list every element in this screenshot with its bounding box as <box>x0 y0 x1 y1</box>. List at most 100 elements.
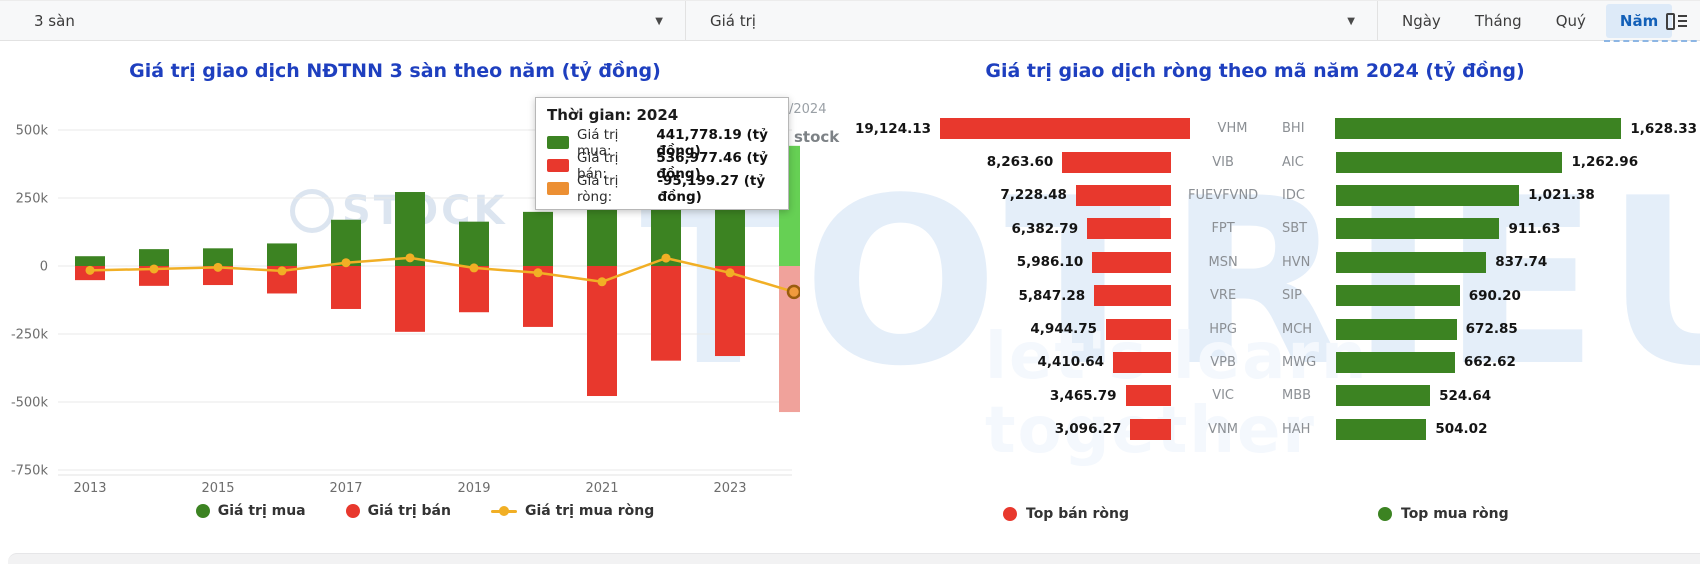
metric-select-value: Giá trị <box>710 12 756 30</box>
net-point-2019[interactable] <box>469 263 479 273</box>
period-button-day[interactable]: Ngày <box>1388 4 1455 38</box>
x-axis-tick-2017: 2017 <box>329 481 362 496</box>
sell-row-HPG[interactable]: 4,944.75 HPG <box>855 312 1275 345</box>
bar-buy-2013[interactable] <box>75 256 105 266</box>
sell-legend: Top bán ròng <box>1003 506 1129 522</box>
bar-sell-2015[interactable] <box>203 266 233 286</box>
sell-value: 19,124.13 <box>855 120 932 137</box>
buy-legend-dot <box>1378 507 1392 521</box>
y-axis-tick: -250k <box>11 328 49 343</box>
buy-bar-HAH[interactable] <box>1336 418 1427 440</box>
sell-bar-VHM[interactable] <box>940 118 1190 140</box>
buy-row-MWG[interactable]: MWG 662.62 <box>1282 346 1697 379</box>
globe-icon <box>290 189 334 233</box>
buy-bar-HVN[interactable] <box>1336 251 1487 273</box>
legend-label: Giá trị mua <box>217 503 306 519</box>
pane-glyph <box>1666 12 1675 30</box>
sell-row-VNM[interactable]: 3,096.27 VNM <box>855 413 1275 446</box>
net-point-2016[interactable] <box>277 266 287 276</box>
bar-buy-2016[interactable] <box>267 243 297 266</box>
sell-bar-VIB[interactable] <box>1062 151 1172 173</box>
buy-bar-AIC[interactable] <box>1336 151 1563 173</box>
bar-buy-2019[interactable] <box>459 221 489 266</box>
tooltip-swatch-icon <box>547 159 569 172</box>
net-point-2014[interactable] <box>149 264 159 274</box>
buy-row-SBT[interactable]: SBT 911.63 <box>1282 212 1697 245</box>
net-point-2024[interactable] <box>786 284 802 300</box>
legend-label: Giá trị bán <box>367 503 451 519</box>
net-point-2021[interactable] <box>597 277 607 287</box>
sell-value: 8,263.60 <box>986 154 1054 171</box>
buy-row-MCH[interactable]: MCH 672.85 <box>1282 312 1697 345</box>
buy-bar-MBB[interactable] <box>1336 385 1431 407</box>
bar-sell-2023[interactable] <box>715 266 745 357</box>
buy-bar-BHI[interactable] <box>1334 118 1622 140</box>
sell-bar-MSN[interactable] <box>1092 251 1172 273</box>
ticker-label: VRE <box>1210 288 1237 304</box>
sell-row-VIB[interactable]: 8,263.60 VIB <box>855 145 1275 178</box>
period-button-quarter[interactable]: Quý <box>1542 4 1600 38</box>
buy-bar-MCH[interactable] <box>1336 318 1457 340</box>
buy-row-HAH[interactable]: HAH 504.02 <box>1282 413 1697 446</box>
net-point-2022[interactable] <box>661 253 671 263</box>
buy-row-MBB[interactable]: MBB 524.64 <box>1282 379 1697 412</box>
bar-buy-2014[interactable] <box>139 249 169 266</box>
sell-bar-VIC[interactable] <box>1125 385 1172 407</box>
buy-row-IDC[interactable]: IDC 1,021.38 <box>1282 179 1697 212</box>
sell-bar-VNM[interactable] <box>1130 418 1172 440</box>
net-point-2023[interactable] <box>725 268 735 278</box>
bar-sell-2019[interactable] <box>459 266 489 313</box>
bottom-panel-edge[interactable] <box>8 553 1700 564</box>
bar-sell-2017[interactable] <box>331 266 361 309</box>
tooltip-value: 441,778.19 (tỷ đồng) <box>656 126 768 159</box>
sell-value: 5,986.10 <box>1016 254 1084 271</box>
buy-bar-MWG[interactable] <box>1336 351 1455 373</box>
sell-bar-VPB[interactable] <box>1113 351 1172 373</box>
legend-item[interactable]: Giá trị bán <box>345 503 451 519</box>
sell-value: 3,096.27 <box>1054 421 1122 438</box>
ticker-label: VPB <box>1210 354 1236 370</box>
sell-row-MSN[interactable]: 5,986.10 MSN <box>855 246 1275 279</box>
buy-row-SIP[interactable]: SIP 690.20 <box>1282 279 1697 312</box>
buy-row-HVN[interactable]: HVN 837.74 <box>1282 246 1697 279</box>
bar-buy-2015[interactable] <box>203 248 233 266</box>
layout-list-icon[interactable] <box>1666 11 1692 31</box>
buy-bar-SBT[interactable] <box>1336 218 1500 240</box>
net-point-2015[interactable] <box>213 262 223 272</box>
bar-sell-2021[interactable] <box>587 266 617 397</box>
period-button-year[interactable]: Năm <box>1603 4 1700 42</box>
legend-item[interactable]: Giá trị mua <box>195 503 306 519</box>
right-chart-title: Giá trị giao dịch ròng theo mã năm 2024 … <box>985 60 1525 82</box>
net-point-2017[interactable] <box>341 258 351 268</box>
bar-sell-2022[interactable] <box>651 266 681 361</box>
bar-sell-2018[interactable] <box>395 266 425 332</box>
sell-row-VIC[interactable]: 3,465.79 VIC <box>855 379 1275 412</box>
sell-row-FPT[interactable]: 6,382.79 FPT <box>855 212 1275 245</box>
metric-select[interactable]: Giá trị ▼ <box>686 1 1378 41</box>
buy-legend: Top mua ròng <box>1378 506 1509 522</box>
buy-row-AIC[interactable]: AIC 1,262.96 <box>1282 145 1697 178</box>
sell-row-VHM[interactable]: 19,124.13 VHM <box>855 112 1275 145</box>
period-button-month[interactable]: Tháng <box>1461 4 1536 38</box>
buy-bar-IDC[interactable] <box>1336 184 1520 206</box>
buy-row-BHI[interactable]: BHI 1,628.33 <box>1282 112 1697 145</box>
bar-buy-2020[interactable] <box>523 211 553 266</box>
buy-value: 837.74 <box>1495 254 1548 271</box>
sell-row-FUEVFVND[interactable]: 7,228.48 FUEVFVND <box>855 179 1275 212</box>
bar-sell-2014[interactable] <box>139 266 169 286</box>
net-point-2018[interactable] <box>405 253 415 263</box>
buy-bar-SIP[interactable] <box>1336 285 1460 307</box>
legend-item[interactable]: Giá trị mua ròng <box>490 503 654 519</box>
sell-bar-FPT[interactable] <box>1087 218 1172 240</box>
exchange-select[interactable]: 3 sàn ▼ <box>0 1 686 41</box>
sell-row-VRE[interactable]: 5,847.28 VRE <box>855 279 1275 312</box>
buy-value: 504.02 <box>1435 421 1488 438</box>
sell-bar-HPG[interactable] <box>1106 318 1172 340</box>
sell-bar-VRE[interactable] <box>1094 285 1172 307</box>
buy-value: 911.63 <box>1508 220 1561 237</box>
net-point-2020[interactable] <box>533 268 543 278</box>
sell-row-VPB[interactable]: 4,410.64 VPB <box>855 346 1275 379</box>
net-point-2013[interactable] <box>85 265 95 275</box>
sell-legend-dot <box>1003 507 1017 521</box>
sell-bar-FUEVFVND[interactable] <box>1075 184 1172 206</box>
